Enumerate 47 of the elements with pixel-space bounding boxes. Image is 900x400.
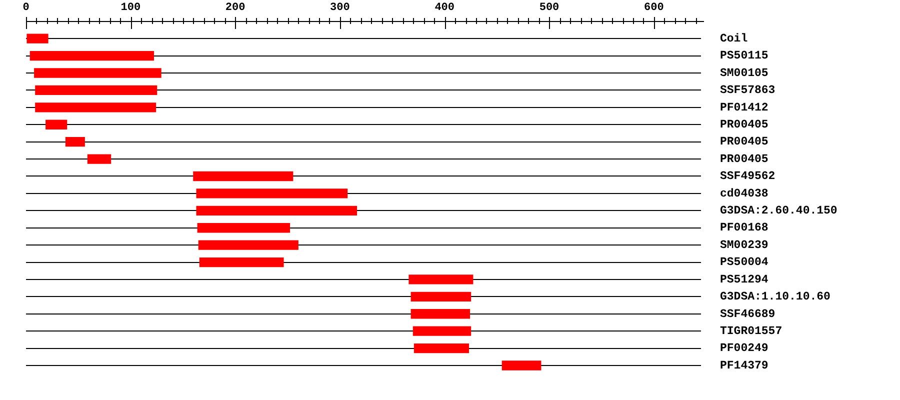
bar bbox=[35, 102, 156, 112]
y-tick-label: PF01412 bbox=[720, 101, 768, 114]
y-tick-label: SM00239 bbox=[720, 238, 768, 252]
y-tick-label: PF00168 bbox=[720, 222, 768, 235]
y-tick-label: PS50115 bbox=[720, 50, 768, 63]
bar bbox=[34, 68, 162, 78]
x-tick-label: 0 bbox=[22, 2, 30, 14]
bar bbox=[414, 343, 470, 354]
y-tick-label: cd04038 bbox=[720, 187, 768, 200]
y-tick-label: PS51294 bbox=[720, 273, 768, 286]
bar bbox=[65, 137, 85, 147]
bar bbox=[87, 154, 112, 164]
bar bbox=[26, 34, 48, 44]
x-tick-label: 200 bbox=[225, 2, 246, 14]
bar bbox=[408, 274, 474, 284]
bar bbox=[502, 360, 542, 370]
x-tick-label: 500 bbox=[539, 2, 560, 14]
y-tick-label: G3DSA:2.60.40.150 bbox=[720, 204, 838, 218]
bar bbox=[410, 292, 472, 302]
bar bbox=[46, 120, 68, 130]
bar bbox=[193, 171, 294, 182]
x-tick-label: 100 bbox=[120, 2, 141, 14]
y-tick-label: PR00405 bbox=[720, 152, 768, 166]
x-tick-label: 400 bbox=[434, 2, 455, 14]
y-tick-label: G3DSA:1.10.10.60 bbox=[720, 290, 831, 304]
y-tick-label: SSF46689 bbox=[720, 308, 776, 321]
x-tick-label: 300 bbox=[330, 2, 350, 14]
y-tick-label: SM00105 bbox=[720, 66, 768, 80]
bar bbox=[196, 188, 348, 198]
y-tick-label: PS50004 bbox=[720, 256, 768, 270]
y-tick-label: Coil bbox=[720, 32, 748, 46]
bar bbox=[35, 85, 158, 96]
y-tick-label: TIGR01557 bbox=[720, 324, 782, 338]
bar bbox=[412, 326, 472, 336]
bar bbox=[199, 257, 284, 268]
y-tick-label: PF00249 bbox=[720, 342, 768, 356]
y-tick-label: PR00405 bbox=[720, 118, 768, 132]
y-tick-label: SSF49562 bbox=[720, 170, 776, 184]
bar bbox=[198, 240, 298, 250]
x-tick-label: 600 bbox=[644, 2, 664, 14]
y-tick-label: PR00405 bbox=[720, 136, 768, 149]
y-tick-label: SSF57863 bbox=[720, 84, 776, 98]
bar bbox=[197, 223, 290, 233]
bar bbox=[196, 206, 358, 216]
y-tick-label: PF14379 bbox=[720, 359, 768, 372]
bar bbox=[30, 50, 154, 61]
bar bbox=[410, 309, 470, 319]
